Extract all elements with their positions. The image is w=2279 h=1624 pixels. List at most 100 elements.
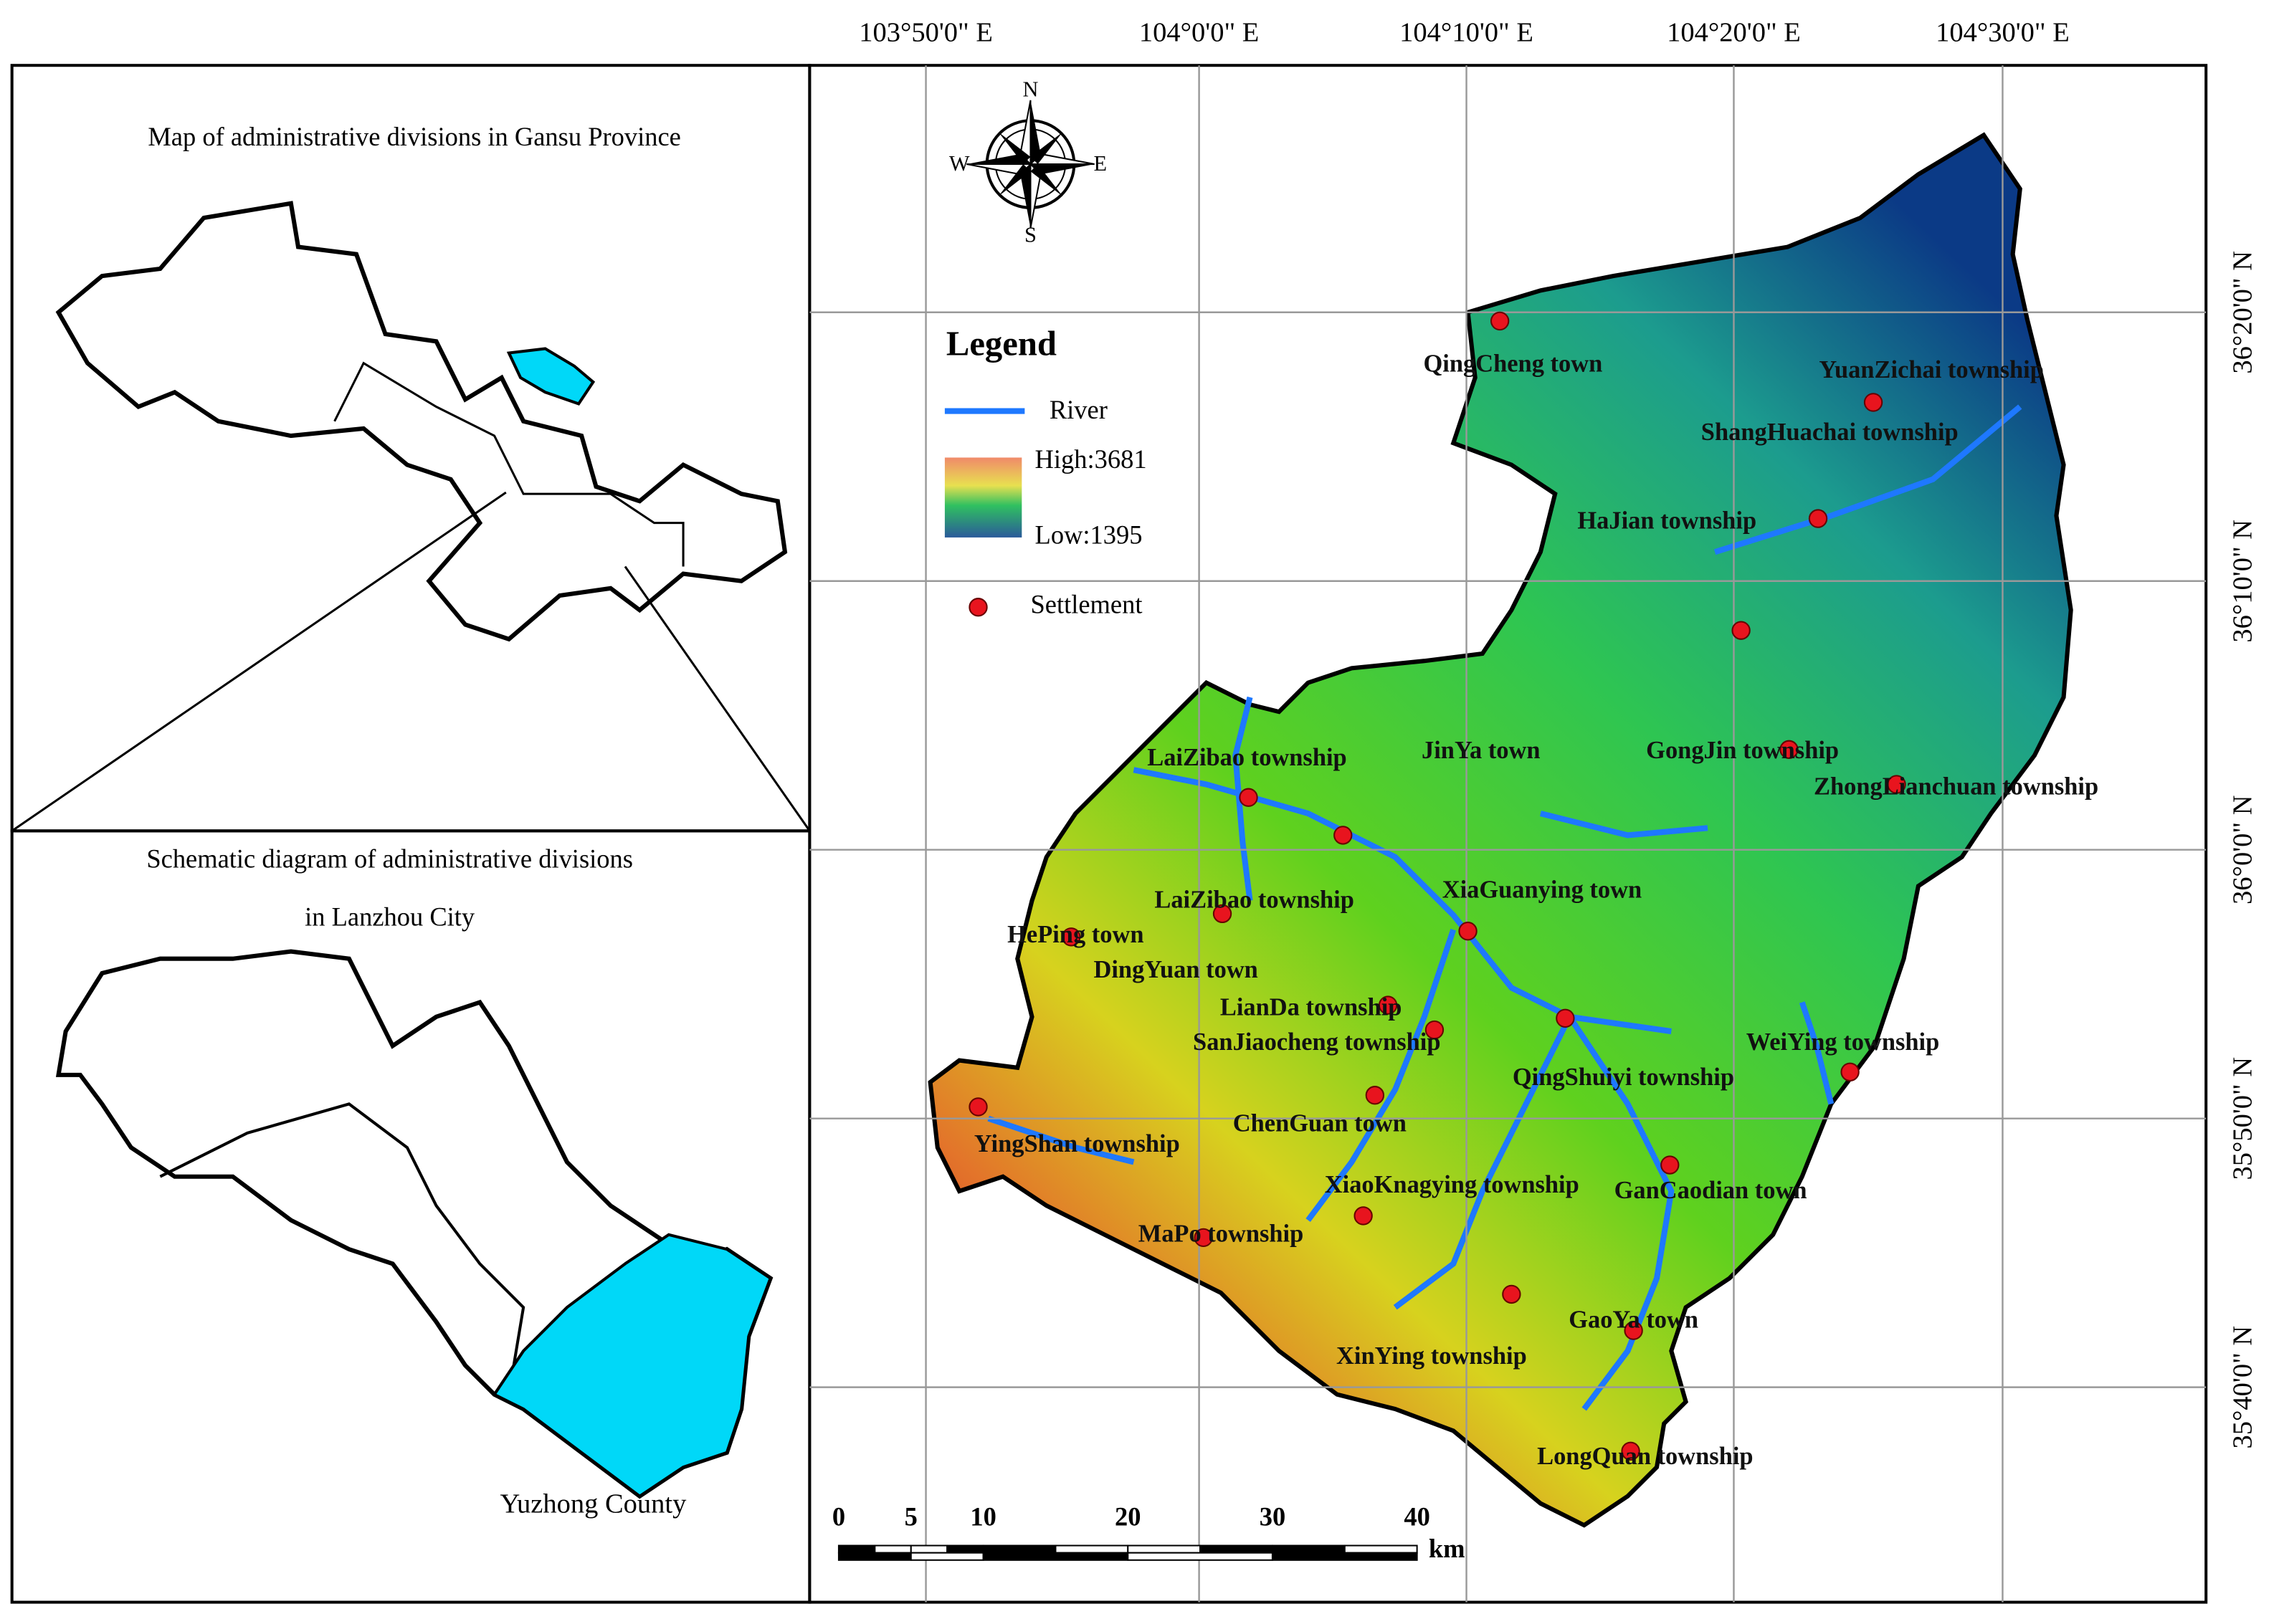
place-label: LongQuan township [1537, 1443, 1753, 1470]
scale-segment [982, 1552, 1129, 1561]
compass-letter: E [1093, 151, 1107, 176]
longitude-label: 104°20'0" E [1667, 17, 1801, 47]
scale-segment [1199, 1544, 1273, 1554]
lanzhou-internal [159, 1102, 525, 1395]
place-label: GaoYa town [1569, 1306, 1698, 1333]
latitude-label: 35°40'0" N [2228, 1326, 2258, 1449]
connector [624, 565, 811, 832]
place-label: QingShuiyi township [1513, 1064, 1734, 1091]
settlement [1194, 1228, 1213, 1248]
place-label: XiaGuanying town [1442, 876, 1642, 903]
place-label: DingYuan town [1093, 956, 1257, 983]
latitude-label: 36°0'0" N [2228, 795, 2258, 904]
settlement [1365, 1086, 1385, 1105]
scale-segment [874, 1544, 912, 1554]
settlement [1490, 311, 1510, 331]
scale-tick-label: 5 [905, 1501, 918, 1531]
place-label: JinYa town [1422, 737, 1541, 764]
longitude-label: 104°0'0" E [1139, 17, 1259, 47]
scale-segment [946, 1544, 984, 1554]
legend-high: High:3681 [1035, 444, 1147, 474]
settlement [1624, 1321, 1643, 1340]
settlement [1502, 1284, 1521, 1304]
place-label: ShangHuachai township [1701, 419, 1959, 446]
scale-segment [1343, 1544, 1418, 1554]
inset-title: Map of administrative divisions in Gansu… [148, 122, 680, 151]
settlement [1212, 904, 1232, 924]
scale-segment [837, 1544, 876, 1554]
place-label: LaiZibao township [1147, 744, 1346, 771]
scale-tick-label: 0 [832, 1501, 845, 1531]
scale-segment [1127, 1544, 1202, 1554]
scale-segment [982, 1544, 1057, 1554]
settlement [1660, 1155, 1680, 1175]
legend-title: Legend [946, 325, 1057, 363]
yuzhong-highlight [492, 1233, 773, 1499]
legend-elevation-ramp [944, 457, 1022, 538]
county-terrain [928, 132, 2073, 1528]
lanzhou-highlight [506, 347, 596, 406]
scale-segment [1055, 1544, 1129, 1554]
scale-segment [1271, 1552, 1418, 1561]
compass-letter: W [949, 151, 970, 176]
legend-settlement: Settlement [1030, 590, 1142, 619]
place-label: YingShan township [974, 1130, 1180, 1157]
place-label: ZhongLianchuan township [1814, 773, 2098, 800]
scale-segment [910, 1552, 984, 1561]
connector [11, 491, 507, 832]
place-label: ChenGuan town [1233, 1110, 1407, 1137]
scale-segment [910, 1544, 948, 1554]
inset-title: in Lanzhou City [305, 902, 475, 931]
place-label: HaJian township [1577, 507, 1756, 535]
legend-low: Low:1395 [1035, 520, 1143, 549]
gansu-outline [55, 201, 788, 642]
place-label: SanJiaocheng township [1193, 1028, 1440, 1056]
settlement [1062, 927, 1081, 947]
longitude-label: 103°50'0" E [859, 17, 993, 47]
settlement [1808, 509, 1828, 528]
settlement [1840, 1062, 1860, 1081]
settlement [1458, 922, 1478, 941]
latitude-label: 36°10'0" N [2228, 520, 2258, 643]
place-label: YuanZichai township [1819, 356, 2044, 383]
latitude-label: 35°50'0" N [2228, 1057, 2258, 1180]
settlement [1556, 1008, 1575, 1028]
compass-letter: S [1024, 222, 1037, 247]
scale-tick-label: 30 [1260, 1501, 1285, 1531]
place-label: XiaoKnagying township [1325, 1171, 1579, 1198]
legend-river: River [1050, 395, 1108, 424]
longitude-label: 104°10'0" E [1399, 17, 1533, 47]
scale-tick-label: 40 [1404, 1501, 1429, 1531]
longitude-label: 104°30'0" E [1936, 17, 2070, 47]
place-label: MaPo township [1138, 1221, 1304, 1248]
highlight-label: Yuzhong County [500, 1489, 687, 1519]
settlement [1333, 826, 1353, 845]
gansu-internal [333, 361, 685, 567]
settlement [1378, 995, 1398, 1015]
inset-title: Schematic diagram of administrative divi… [146, 844, 633, 873]
settlement [1887, 775, 1906, 794]
settlement [1863, 393, 1883, 412]
place-label: WeiYing township [1746, 1028, 1940, 1056]
latitude-label: 36°20'0" N [2228, 251, 2258, 374]
compass [966, 100, 1095, 229]
scale-tick-label: 10 [970, 1501, 996, 1531]
place-label: QingCheng town [1424, 350, 1603, 378]
scale-tick-label: 20 [1115, 1501, 1141, 1531]
settlement [1779, 740, 1799, 760]
place-label: GanCaodian town [1614, 1177, 1807, 1204]
scale-segment [1271, 1544, 1346, 1554]
settlement [969, 1097, 988, 1117]
settlement [1239, 788, 1258, 807]
place-label: GongJin township [1646, 737, 1839, 764]
settlement [1424, 1020, 1445, 1040]
compass-letter: N [1023, 77, 1039, 102]
place-label: XinYing township [1336, 1342, 1527, 1370]
scale-segment [1127, 1552, 1273, 1561]
grid [809, 65, 2207, 1602]
place-label: LaiZibao township [1154, 887, 1353, 914]
dynamic-layer: Schematic diagram of administrative divi… [146, 17, 2257, 1563]
scale-segment [837, 1552, 912, 1561]
settlement [1731, 621, 1751, 640]
